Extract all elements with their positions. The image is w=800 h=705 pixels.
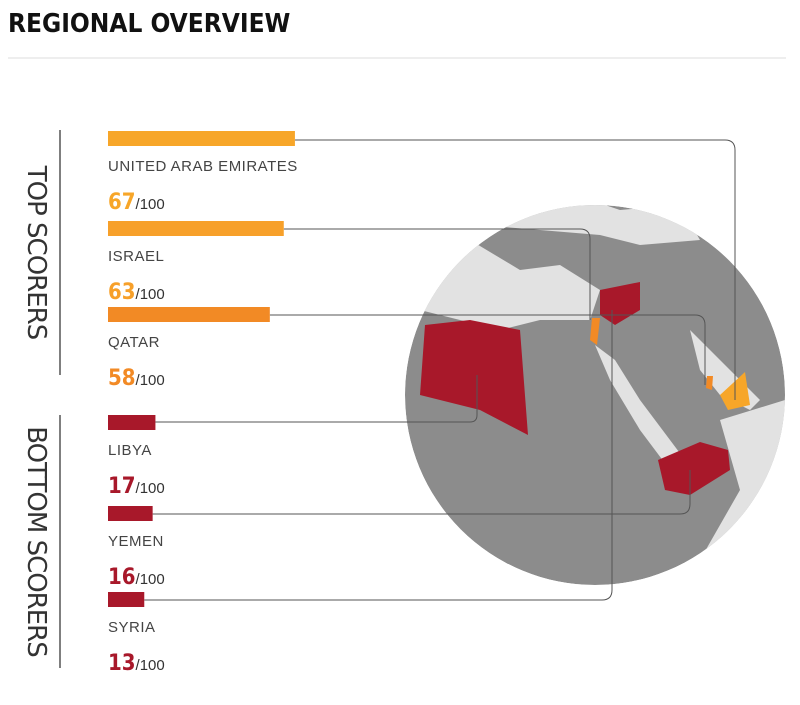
score: 13/100 xyxy=(108,651,165,676)
bar xyxy=(108,131,295,146)
bar xyxy=(108,415,156,430)
score: 17/100 xyxy=(108,474,165,499)
score: 58/100 xyxy=(108,366,165,391)
score-value: 16 xyxy=(108,565,136,590)
category-label: YEMEN xyxy=(108,533,164,550)
connector xyxy=(152,470,691,515)
connector xyxy=(144,310,613,601)
connector xyxy=(294,139,736,400)
group-label: TOP SCORERS xyxy=(21,165,51,340)
bar xyxy=(108,221,284,236)
connector xyxy=(283,228,591,320)
score-suffix: /100 xyxy=(136,372,165,389)
score-value: 13 xyxy=(108,651,136,676)
connector xyxy=(155,375,478,423)
category-label: QATAR xyxy=(108,334,160,351)
score: 67/100 xyxy=(108,190,165,215)
score-suffix: /100 xyxy=(136,657,165,674)
group-label: BOTTOM SCORERS xyxy=(21,426,51,657)
score-value: 58 xyxy=(108,366,136,391)
category-label: SYRIA xyxy=(108,619,156,636)
connector xyxy=(269,314,706,385)
score: 63/100 xyxy=(108,280,165,305)
category-label: ISRAEL xyxy=(108,248,164,265)
score: 16/100 xyxy=(108,565,165,590)
score-value: 17 xyxy=(108,474,136,499)
category-label: UNITED ARAB EMIRATES xyxy=(108,158,298,175)
bar xyxy=(108,506,153,521)
bar xyxy=(108,592,145,607)
score-suffix: /100 xyxy=(136,480,165,497)
score-suffix: /100 xyxy=(136,196,165,213)
score-suffix: /100 xyxy=(136,286,165,303)
score-suffix: /100 xyxy=(136,571,165,588)
bar xyxy=(108,307,270,322)
map xyxy=(405,205,785,585)
chart-title: REGIONAL OVERVIEW xyxy=(8,9,291,39)
score-value: 67 xyxy=(108,190,136,215)
category-label: LIBYA xyxy=(108,442,152,459)
score-value: 63 xyxy=(108,280,136,305)
